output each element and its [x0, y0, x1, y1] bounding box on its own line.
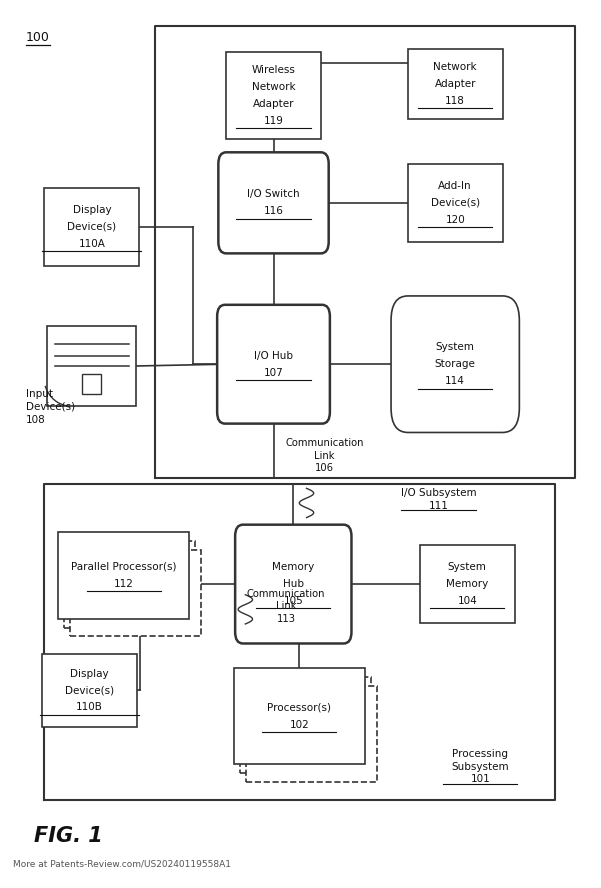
Text: Communication
Link
113: Communication Link 113: [247, 589, 325, 623]
Text: FIG. 1: FIG. 1: [34, 826, 102, 846]
Text: Memory: Memory: [272, 562, 314, 572]
Bar: [420, 545, 514, 623]
Bar: [226, 52, 321, 139]
Text: Display: Display: [73, 205, 111, 215]
Text: 119: 119: [264, 115, 284, 126]
Bar: [44, 187, 139, 266]
Text: Communication
Link
106: Communication Link 106: [285, 439, 364, 473]
Text: 110B: 110B: [76, 702, 103, 712]
Bar: [70, 550, 201, 637]
Text: Adapter: Adapter: [435, 79, 476, 89]
Text: More at Patents-Review.com/US20240119558A1: More at Patents-Review.com/US20240119558…: [13, 860, 231, 868]
Text: Device(s): Device(s): [67, 222, 117, 232]
Text: Parallel Processor(s): Parallel Processor(s): [71, 562, 176, 572]
Text: Input
Device(s)
108: Input Device(s) 108: [26, 389, 75, 424]
Text: Device(s): Device(s): [65, 686, 114, 695]
Text: Storage: Storage: [435, 360, 475, 369]
Text: Device(s): Device(s): [431, 198, 480, 208]
Bar: [240, 678, 371, 773]
Text: 120: 120: [445, 215, 465, 225]
Text: 102: 102: [290, 719, 309, 730]
Text: Processing
Subsystem
101: Processing Subsystem 101: [451, 749, 509, 784]
Text: 114: 114: [445, 376, 465, 386]
Text: 100: 100: [26, 31, 50, 44]
Text: Add-In: Add-In: [438, 181, 472, 191]
Bar: [42, 654, 137, 727]
Bar: [82, 375, 102, 394]
Text: 111: 111: [429, 501, 448, 511]
Bar: [47, 326, 136, 406]
FancyBboxPatch shape: [217, 305, 330, 424]
FancyBboxPatch shape: [218, 153, 329, 253]
Text: I/O Subsystem: I/O Subsystem: [401, 488, 476, 498]
Text: Memory: Memory: [446, 579, 489, 589]
Text: Adapter: Adapter: [253, 99, 294, 109]
Text: 110A: 110A: [78, 239, 105, 249]
FancyBboxPatch shape: [235, 525, 352, 644]
FancyArrowPatch shape: [45, 386, 70, 407]
Text: 118: 118: [445, 96, 465, 106]
Bar: [246, 686, 377, 781]
Text: Display: Display: [70, 669, 109, 678]
FancyBboxPatch shape: [391, 296, 519, 432]
Text: Network: Network: [252, 82, 295, 92]
Bar: [58, 532, 189, 619]
Bar: [408, 163, 502, 242]
Text: Processor(s): Processor(s): [267, 702, 331, 713]
Bar: [234, 669, 365, 764]
Text: 105: 105: [284, 596, 303, 606]
Text: 104: 104: [457, 596, 477, 606]
Text: I/O Switch: I/O Switch: [247, 189, 300, 200]
Text: 112: 112: [114, 579, 133, 589]
Text: Wireless: Wireless: [252, 66, 296, 75]
Text: 116: 116: [264, 206, 284, 217]
Bar: [408, 50, 502, 119]
Text: 107: 107: [264, 368, 284, 377]
Bar: [64, 541, 195, 628]
Text: Hub: Hub: [283, 579, 304, 589]
Text: Network: Network: [433, 62, 477, 72]
Text: I/O Hub: I/O Hub: [254, 351, 293, 361]
Text: System: System: [436, 343, 475, 353]
Text: System: System: [448, 562, 487, 572]
